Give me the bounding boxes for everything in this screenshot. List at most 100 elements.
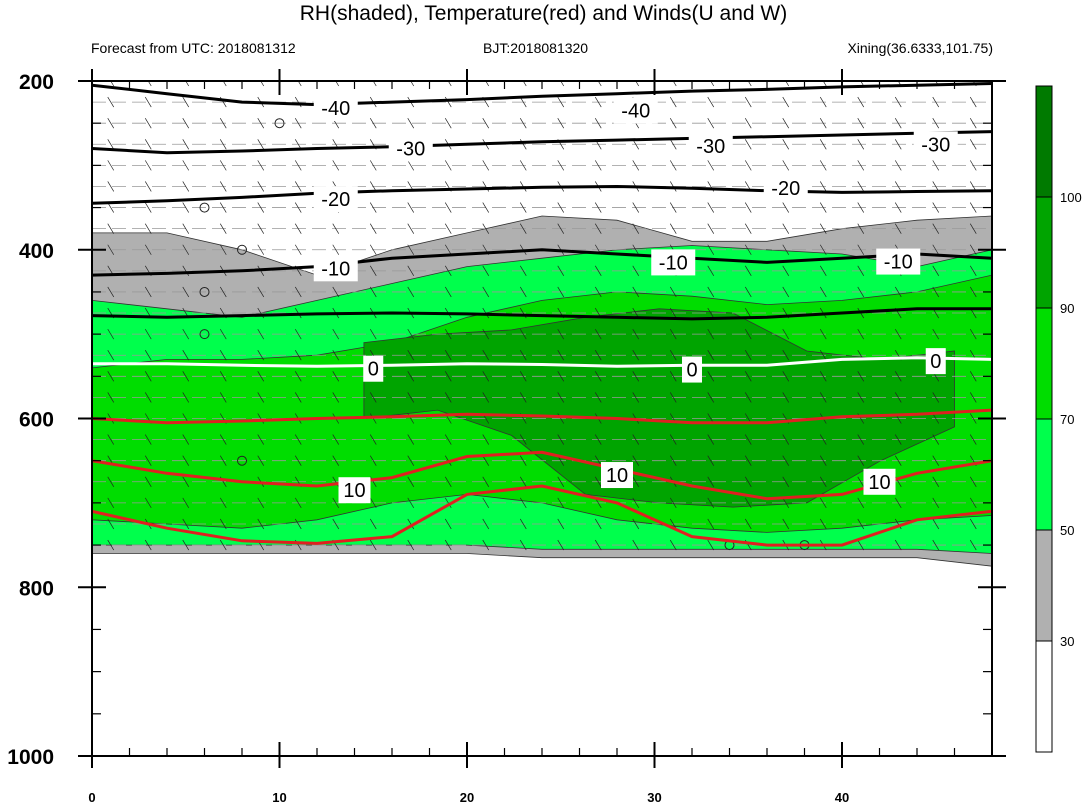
wind-barb (519, 96, 527, 108)
isotherm--30 (92, 130, 992, 155)
isotherm--20 (92, 184, 992, 205)
wind-barb (744, 518, 752, 530)
contour-label-box (863, 468, 896, 495)
wind-barb (447, 81, 452, 87)
wind-barb (482, 497, 490, 509)
wind-barb (332, 160, 340, 171)
wind-barb (144, 286, 152, 298)
wind-barb (857, 265, 865, 277)
wind-barb (632, 160, 640, 171)
wind-barb (669, 350, 677, 361)
wind-barb (857, 286, 865, 298)
wind-barb (107, 286, 115, 298)
wind-barb (294, 497, 302, 509)
wind-barb (482, 118, 490, 129)
wind-barb (969, 476, 977, 487)
wind-barb (444, 265, 452, 277)
wind-barb (482, 392, 490, 403)
wind-barb (407, 392, 415, 403)
wind-barb (260, 81, 265, 87)
temperature-isotherms (92, 82, 992, 547)
wind-barb (519, 118, 527, 129)
wind-barb (369, 244, 377, 255)
wind-barb (594, 286, 602, 298)
wind-barb (669, 434, 677, 445)
wind-barb (857, 202, 865, 213)
wind-barb (560, 81, 565, 87)
wind-barb (594, 539, 602, 551)
wind-barb (819, 265, 827, 277)
wind-barb (107, 181, 115, 192)
wind-barb (482, 223, 490, 234)
wind-barb (782, 244, 790, 255)
wind-barb (144, 350, 152, 361)
wind-barb (669, 118, 677, 129)
wind-barb (407, 202, 415, 213)
wind-barb (182, 181, 190, 192)
wind-barb (557, 265, 565, 277)
colorbar-label: 30 (1060, 634, 1074, 649)
wind-barb (744, 286, 752, 298)
wind-barb (107, 160, 115, 171)
wind-barb (782, 160, 790, 171)
wind-barb (594, 118, 602, 129)
wind-barb (332, 350, 340, 361)
contour-label-box (876, 248, 921, 275)
wind-barb (669, 223, 677, 234)
wind-barb (144, 371, 152, 382)
wind-barb (857, 328, 865, 340)
wind-barb (257, 350, 265, 361)
contour-label-box (688, 132, 733, 159)
gridlines (92, 81, 992, 546)
wind-barb (107, 371, 115, 382)
wind-barb (257, 371, 265, 382)
contour-label-box (313, 255, 358, 282)
wind-barb (557, 160, 565, 171)
wind-barb (744, 96, 752, 108)
wind-barb (182, 497, 190, 509)
wind-barb (932, 286, 940, 298)
wind-barb (819, 160, 827, 171)
isotherm-10 (92, 450, 992, 501)
wind-barb (519, 139, 527, 150)
isotherm-15 (92, 484, 992, 547)
wind-barb (444, 392, 452, 403)
wind-barb (107, 476, 115, 487)
wind-barb (369, 539, 377, 551)
wind-barb (519, 223, 527, 234)
x-tick-label: 0 (88, 790, 95, 805)
wind-barb (707, 497, 715, 509)
wind-barb (444, 371, 452, 382)
wind-barb (144, 539, 152, 551)
wind-barb (444, 160, 452, 171)
wind-barb (594, 160, 602, 171)
wind-barb (107, 350, 115, 361)
wind-barb (219, 497, 227, 509)
wind-barb (257, 244, 265, 255)
wind-barb (407, 455, 415, 466)
wind-barb (257, 202, 265, 213)
wind-barb (969, 539, 977, 551)
wind-barb (407, 244, 415, 255)
wind-barb (782, 476, 790, 487)
contour-label-box (682, 356, 702, 383)
contour-label-box (313, 186, 358, 213)
wind-barb (369, 160, 377, 171)
wind-barb (557, 476, 565, 487)
contour-label-box (313, 95, 358, 121)
wind-barb (482, 434, 490, 445)
wind-barb (860, 81, 865, 87)
wind-barb (257, 160, 265, 171)
y-tick-label: 200 (19, 71, 54, 94)
wind-barb (219, 160, 227, 171)
wind-barb (519, 455, 527, 466)
wind-barb (857, 139, 865, 150)
wind-barb (219, 118, 227, 129)
wind-barb (857, 434, 865, 445)
wind-barb (632, 350, 640, 361)
wind-barb (894, 223, 902, 234)
wind-barb (107, 139, 115, 150)
rh-shading (92, 215, 992, 567)
wind-barb (744, 371, 752, 382)
wind-barb (182, 118, 190, 129)
